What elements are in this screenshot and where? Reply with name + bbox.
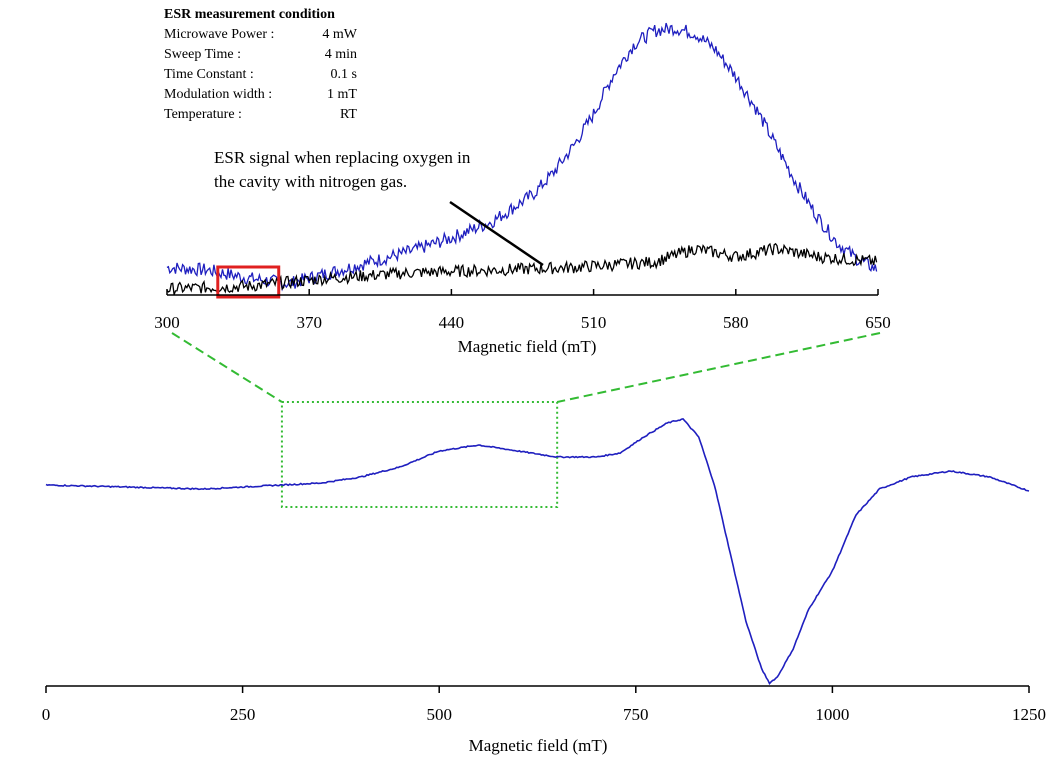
condition-value: 1 mT <box>327 87 357 102</box>
nitrogen-annotation: ESR signal when replacing oxygen in the … <box>214 146 554 194</box>
condition-value: RT <box>339 107 357 122</box>
annotation-line: ESR signal when replacing oxygen in <box>214 148 471 167</box>
top-x-tick-label: 580 <box>723 313 749 332</box>
condition-value: 0.1 s <box>330 67 357 82</box>
zoom-region-box <box>280 401 559 508</box>
top-x-axis-label: Magnetic field (mT) <box>458 337 597 356</box>
condition-label: Microwave Power : <box>164 27 275 42</box>
full-spectrum-trace <box>45 418 1030 686</box>
condition-row: Sweep Time : 4 min <box>164 45 364 65</box>
condition-value: 4 min <box>324 47 357 62</box>
nitrogen-trace <box>166 242 878 295</box>
conditions-title: ESR measurement condition <box>164 7 335 22</box>
zoom-guides <box>171 332 881 508</box>
condition-label: Modulation width : <box>164 87 273 102</box>
highlight-box <box>216 265 281 299</box>
bottom-x-axis-label: Magnetic field (mT) <box>469 736 608 755</box>
condition-row: Modulation width : 1 mT <box>164 85 364 105</box>
zoomed-spectrum-chart: 300 370 440 510 580 650 Magnetic field (mT) <box>154 22 891 356</box>
bottom-x-tick-label: 250 <box>230 705 256 724</box>
condition-label: Sweep Time : <box>164 47 242 62</box>
bottom-x-tick-label: 1250 <box>1012 705 1046 724</box>
condition-label: Time Constant : <box>164 67 254 82</box>
measurement-conditions: ESR measurement condition Microwave Powe… <box>164 5 364 125</box>
condition-row: Temperature : RT <box>164 105 364 125</box>
bottom-x-tick-label: 500 <box>426 705 452 724</box>
zoom-guide-left <box>171 332 283 403</box>
condition-row: Microwave Power : 4 mW <box>164 25 364 45</box>
zoom-guide-right <box>556 332 881 403</box>
blue-trace-zoomed <box>166 22 878 292</box>
full-spectrum-chart: 0 250 500 750 1000 1250 Magnetic field (mT) <box>42 418 1046 755</box>
annotation-line: the cavity with nitrogen gas. <box>214 172 408 191</box>
top-x-tick-label: 510 <box>581 313 607 332</box>
condition-label: Temperature : <box>164 107 242 122</box>
condition-value: 4 mW <box>322 27 357 42</box>
condition-row: Time Constant : 0.1 s <box>164 65 364 85</box>
bottom-x-tick-label: 1000 <box>815 705 849 724</box>
top-x-tick-label: 440 <box>439 313 465 332</box>
top-x-tick-label: 370 <box>296 313 322 332</box>
top-x-tick-label: 650 <box>865 313 891 332</box>
bottom-x-tick-label: 750 <box>623 705 649 724</box>
annotation-pointer <box>449 200 544 267</box>
bottom-x-tick-label: 0 <box>42 705 51 724</box>
top-x-tick-label: 300 <box>154 313 180 332</box>
